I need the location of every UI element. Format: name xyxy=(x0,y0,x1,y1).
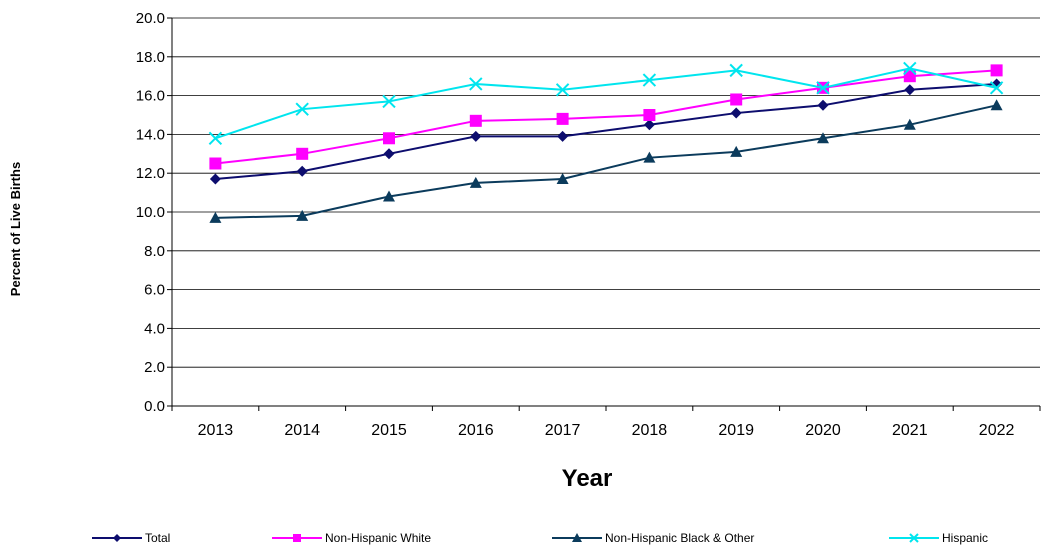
point-marker xyxy=(113,534,121,542)
marker-stroke xyxy=(382,94,396,109)
point-marker xyxy=(730,107,742,119)
point-marker xyxy=(730,93,743,106)
point-marker xyxy=(293,534,301,542)
legend-item: Total xyxy=(92,531,170,545)
x-tick-label: 2021 xyxy=(892,422,928,439)
marker-stroke xyxy=(642,73,657,87)
series-line xyxy=(215,69,997,165)
point-marker xyxy=(295,102,309,116)
legend: Total Non-Hispanic White Non-Hispanic Blac… xyxy=(92,531,988,545)
point-marker xyxy=(209,157,222,170)
y-tick-label: 2.0 xyxy=(144,359,165,376)
x-tick-label: 2019 xyxy=(718,422,754,439)
point-marker xyxy=(903,61,917,76)
y-tick-label: 16.0 xyxy=(136,88,165,105)
tick-labels: 0.0 2.0 4.0 6.0 8.0 10.0 12.0 14.0 16.0 18.0 20.0 2… xyxy=(136,10,1015,439)
point-marker xyxy=(557,130,569,142)
marker-stroke xyxy=(295,102,309,116)
x-tick-label: 2013 xyxy=(198,422,234,439)
x-tick-label: 2018 xyxy=(632,422,668,439)
legend-item: Non-Hispanic Black & Other xyxy=(552,531,754,545)
series-non-hispanic-black-other xyxy=(209,99,1003,223)
point-marker xyxy=(729,63,743,78)
gridlines xyxy=(172,17,1040,368)
y-tick-label: 4.0 xyxy=(144,320,165,337)
marker-stroke xyxy=(208,131,223,145)
point-marker xyxy=(556,112,569,125)
series-hispanic xyxy=(208,61,1004,145)
point-marker xyxy=(816,81,830,95)
point-marker xyxy=(469,77,483,91)
legend-item: Hispanic xyxy=(889,531,988,545)
series-total xyxy=(209,78,1003,185)
y-tick-label: 8.0 xyxy=(144,243,165,260)
point-marker xyxy=(903,70,916,83)
point-marker xyxy=(642,73,657,87)
point-marker xyxy=(469,176,482,188)
series-line xyxy=(215,82,997,181)
y-tick-label: 18.0 xyxy=(136,49,165,66)
legend-label: Non-Hispanic White xyxy=(325,531,431,545)
point-marker xyxy=(572,533,582,542)
point-marker xyxy=(296,165,308,177)
x-tick-label: 2017 xyxy=(545,422,581,439)
point-marker xyxy=(909,533,919,543)
point-marker xyxy=(903,118,916,130)
point-marker xyxy=(296,147,309,160)
y-axis-title: Percent of Live Births xyxy=(8,162,23,296)
marker-stroke xyxy=(903,61,917,76)
point-marker xyxy=(383,148,395,160)
y-tick-label: 20.0 xyxy=(136,10,165,27)
series-lines xyxy=(208,61,1004,223)
x-tick-label: 2022 xyxy=(979,422,1015,439)
series-line xyxy=(215,104,997,219)
point-marker xyxy=(296,209,309,221)
marker-stroke xyxy=(909,533,919,543)
x-tick-label: 2020 xyxy=(805,422,841,439)
point-marker xyxy=(469,114,482,127)
legend-label: Total xyxy=(145,531,170,545)
marker-stroke xyxy=(729,63,743,78)
point-marker xyxy=(643,119,655,131)
series-non-hispanic-white xyxy=(209,64,1003,170)
point-marker xyxy=(989,81,1004,95)
x-tick-label: 2014 xyxy=(284,422,320,439)
point-marker xyxy=(730,145,743,157)
point-marker xyxy=(817,99,829,111)
y-tick-label: 6.0 xyxy=(144,282,165,299)
point-marker xyxy=(990,99,1003,111)
point-marker xyxy=(208,131,223,145)
x-tick-label: 2015 xyxy=(371,422,407,439)
marker-stroke xyxy=(816,81,830,95)
point-marker xyxy=(382,94,396,109)
series-line xyxy=(215,67,997,140)
point-marker xyxy=(817,132,829,144)
point-marker xyxy=(383,190,395,202)
point-marker xyxy=(470,130,482,142)
legend-label: Hispanic xyxy=(942,531,988,545)
point-marker xyxy=(555,83,570,97)
point-marker xyxy=(643,109,656,121)
y-tick-label: 14.0 xyxy=(136,126,165,143)
axes xyxy=(167,17,1041,411)
y-tick-label: 0.0 xyxy=(144,398,165,415)
x-axis-title: Year xyxy=(562,465,613,492)
point-marker xyxy=(990,64,1003,77)
point-marker xyxy=(209,173,221,185)
point-marker xyxy=(383,132,395,145)
point-marker xyxy=(556,173,569,185)
y-tick-label: 12.0 xyxy=(136,165,165,182)
point-marker xyxy=(904,84,916,96)
point-marker xyxy=(643,151,656,163)
legend-label: Non-Hispanic Black & Other xyxy=(605,531,754,545)
legend-item: Non-Hispanic White xyxy=(272,531,431,545)
y-tick-label: 10.0 xyxy=(136,204,165,221)
point-marker xyxy=(209,211,222,223)
marker-stroke xyxy=(989,81,1004,95)
marker-stroke xyxy=(469,77,483,91)
marker-stroke xyxy=(555,83,570,97)
x-tick-label: 2016 xyxy=(458,422,494,439)
